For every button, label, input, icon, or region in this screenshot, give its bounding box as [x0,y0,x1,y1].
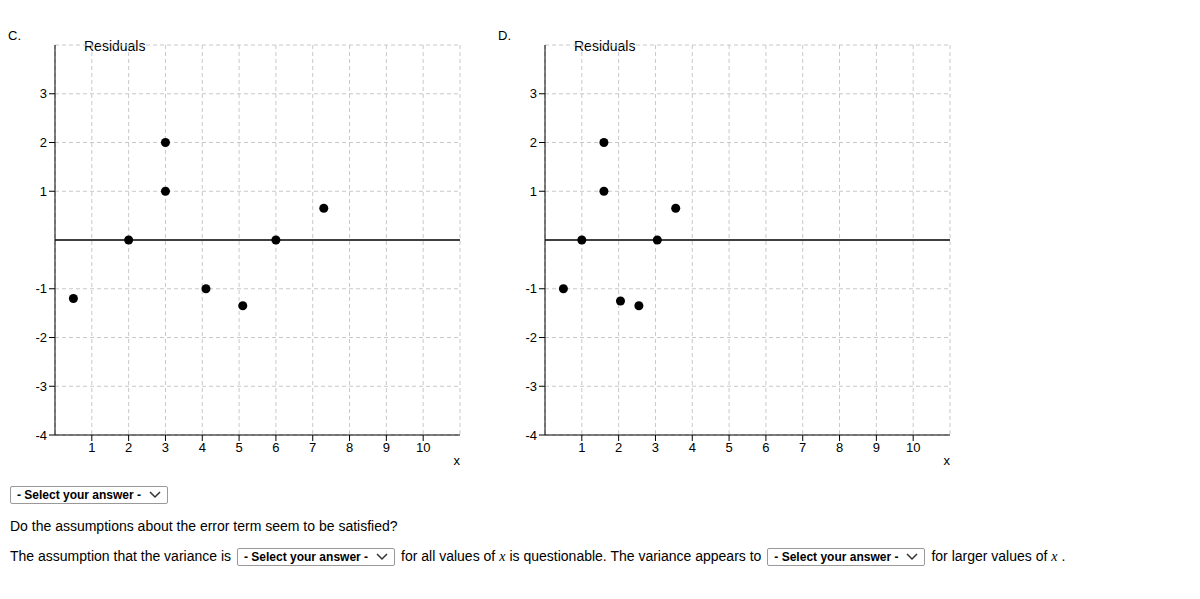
svg-text:-2: -2 [35,330,47,345]
svg-text:-4: -4 [35,428,47,443]
svg-text:2: 2 [615,440,622,455]
svg-text:7: 7 [799,440,806,455]
svg-text:-1: -1 [35,281,47,296]
svg-text:-2: -2 [525,330,537,345]
svg-text:9: 9 [873,440,880,455]
svg-text:x: x [454,453,461,468]
svg-text:-3: -3 [35,379,47,394]
svg-text:10: 10 [416,440,430,455]
svg-text:3: 3 [530,86,537,101]
html-text:- Select your answer -: - Select your answer - [774,550,899,564]
svg-text:1: 1 [88,440,95,455]
svg-text:3: 3 [652,440,659,455]
svg-text:4: 4 [199,440,206,455]
svg-text:3: 3 [162,440,169,455]
svg-text:7: 7 [309,440,316,455]
html-text:Residuals: Residuals [84,38,146,54]
svg-text:10: 10 [906,440,920,455]
html-text:for all values of x is questio: for all values of x is questionable. The… [401,548,762,564]
html-text:- Select your answer -: - Select your answer - [244,550,369,564]
svg-text:5: 5 [725,440,732,455]
html-text:C.: C. [8,28,21,43]
html-text:Residuals: Residuals [574,38,636,54]
svg-text:1: 1 [578,440,585,455]
svg-text:2: 2 [40,135,47,150]
html-text:The assumption that the varian: The assumption that the variance is [10,548,231,564]
svg-text:8: 8 [346,440,353,455]
svg-text:2: 2 [125,440,132,455]
svg-text:6: 6 [272,440,279,455]
html-text:Do the assumptions about the e: Do the assumptions about the error term … [10,518,398,534]
svg-text:9: 9 [383,440,390,455]
svg-text:1: 1 [40,184,47,199]
html-text:- Select your answer -: - Select your answer - [17,488,141,502]
svg-text:3: 3 [40,86,47,101]
html-text:for larger values of x .: for larger values of x . [931,548,1066,564]
svg-text:1: 1 [530,184,537,199]
svg-text:x: x [944,453,951,468]
svg-text:2: 2 [530,135,537,150]
svg-text:8: 8 [836,440,843,455]
html-text:D.: D. [498,28,511,43]
svg-text:5: 5 [235,440,242,455]
svg-text:4: 4 [689,440,696,455]
svg-text:-4: -4 [525,428,537,443]
svg-text:-3: -3 [525,379,537,394]
svg-text:6: 6 [762,440,769,455]
svg-text:-1: -1 [525,281,537,296]
